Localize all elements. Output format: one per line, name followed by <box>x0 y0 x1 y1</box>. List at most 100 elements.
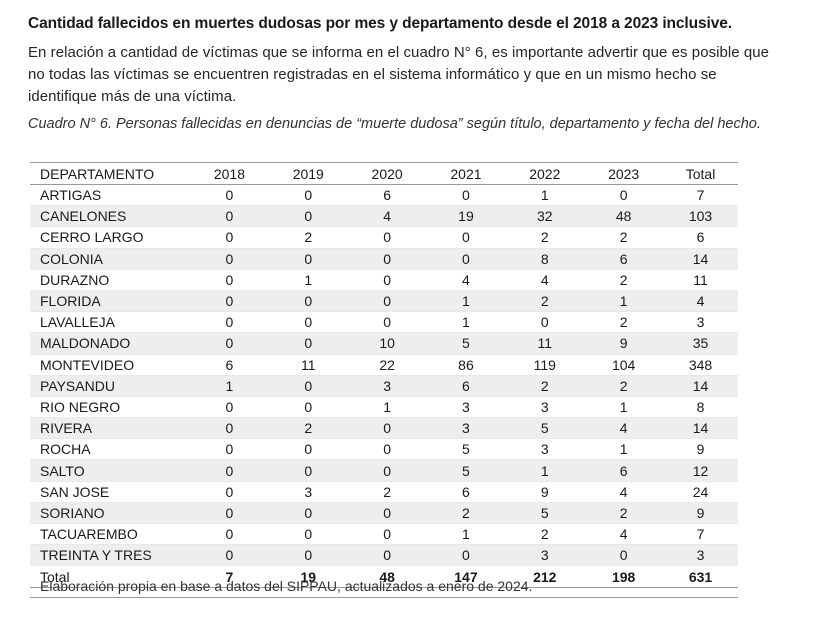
table-cell: 0 <box>190 311 269 334</box>
table-cell: 1 <box>426 311 506 334</box>
table-cell: 3 <box>347 375 427 397</box>
table-row: FLORIDA 0 0 0 1 2 1 4 <box>30 290 738 313</box>
table-cell: 3 <box>663 544 738 567</box>
table-cell: 5 <box>505 502 585 525</box>
table-cell: 1 <box>584 438 664 461</box>
table-row: SORIANO 0 0 0 2 5 2 9 <box>30 502 738 525</box>
table-row: CERRO LARGO 0 2 0 0 2 2 6 <box>30 226 738 249</box>
table-cell: 0 <box>190 481 269 503</box>
table-cell: 4 <box>584 523 664 546</box>
header-departamento: DEPARTAMENTO <box>30 162 190 185</box>
table-cell: 9 <box>663 438 738 461</box>
table-cell: 3 <box>505 438 585 461</box>
table-cell: 2 <box>584 269 664 291</box>
department-name: ARTIGAS <box>30 184 190 207</box>
table-row: SALTO 0 0 0 5 1 6 12 <box>30 459 738 482</box>
header-2018: 2018 <box>190 162 269 185</box>
table-cell: 0 <box>426 248 506 270</box>
table-cell: 0 <box>190 290 269 313</box>
department-name: SALTO <box>30 459 190 482</box>
table-cell: 6 <box>347 184 427 207</box>
header-2019: 2019 <box>268 162 348 185</box>
table-cell: 103 <box>663 205 738 228</box>
table-cell: 0 <box>268 290 348 313</box>
bottom-rule <box>30 597 738 598</box>
table-cell: 4 <box>347 205 427 228</box>
table-cell: 1 <box>584 290 664 313</box>
table-cell: 0 <box>347 459 427 482</box>
table-row: MALDONADO 0 0 10 5 11 9 35 <box>30 332 738 355</box>
table-cell: 4 <box>426 269 506 291</box>
table-cell: 1 <box>268 269 348 291</box>
department-name: ROCHA <box>30 438 190 461</box>
header-total: Total <box>663 162 738 185</box>
header-2021: 2021 <box>426 162 506 185</box>
table-cell: 24 <box>663 481 738 503</box>
table-cell: 0 <box>268 523 348 546</box>
header-2022: 2022 <box>505 162 585 185</box>
table-cell: 348 <box>663 354 738 376</box>
table-cell: 2 <box>426 502 506 525</box>
table-cell: 0 <box>190 248 269 270</box>
table-row: MONTEVIDEO 6 11 22 86 119 104 348 <box>30 354 738 376</box>
table-cell: 3 <box>663 311 738 334</box>
table-cell: 4 <box>663 290 738 313</box>
table-cell: 0 <box>268 248 348 270</box>
table-cell: 14 <box>663 375 738 397</box>
table-header-row: DEPARTAMENTO 2018 2019 2020 2021 2022 20… <box>30 162 738 185</box>
table-cell: 8 <box>663 396 738 419</box>
table-cell: 0 <box>347 226 427 249</box>
table-cell: 2 <box>584 311 664 334</box>
section-heading: Cantidad fallecidos en muertes dudosas p… <box>28 15 732 32</box>
table-cell: 19 <box>426 205 506 228</box>
table-row: COLONIA 0 0 0 0 8 6 14 <box>30 248 738 270</box>
table-cell: 7 <box>663 523 738 546</box>
table-cell: 11 <box>663 269 738 291</box>
table-cell: 9 <box>584 332 664 355</box>
table-cell: 3 <box>505 544 585 567</box>
table-cell: 0 <box>347 438 427 461</box>
table-cell: 2 <box>505 290 585 313</box>
department-name: COLONIA <box>30 248 190 270</box>
department-name: MALDONADO <box>30 332 190 355</box>
source-note: Elaboración propia en base a datos del S… <box>40 578 533 594</box>
table-cell: 4 <box>584 481 664 503</box>
table-cell: 2 <box>268 226 348 249</box>
table-cell: 0 <box>347 544 427 567</box>
table-row: PAYSANDU 1 0 3 6 2 2 14 <box>30 375 738 397</box>
table-cell: 48 <box>584 205 664 228</box>
table-cell: 6 <box>426 375 506 397</box>
department-name: CANELONES <box>30 205 190 228</box>
table-cell: 0 <box>190 269 269 291</box>
table-body: ARTIGAS 0 0 6 0 1 0 7 CANELONES 0 0 4 19 32 48 103 CERRO… <box>30 184 738 567</box>
table-cell: 0 <box>505 311 585 334</box>
table-cell: 1 <box>347 396 427 419</box>
total-2021: 147 <box>426 565 506 589</box>
table-cell: 14 <box>663 417 738 440</box>
table-cell: 10 <box>347 332 427 355</box>
table-row: LAVALLEJA 0 0 0 1 0 2 3 <box>30 311 738 334</box>
table-cell: 0 <box>347 523 427 546</box>
deaths-table: DEPARTAMENTO 2018 2019 2020 2021 2022 20… <box>30 162 738 589</box>
table-row: ARTIGAS 0 0 6 0 1 0 7 <box>30 184 738 207</box>
table-cell: 5 <box>426 332 506 355</box>
table-cell: 0 <box>268 332 348 355</box>
table-cell: 0 <box>268 184 348 207</box>
department-name: SORIANO <box>30 502 190 525</box>
table-cell: 32 <box>505 205 585 228</box>
table-row: CANELONES 0 0 4 19 32 48 103 <box>30 205 738 228</box>
table-cell: 0 <box>190 459 269 482</box>
table-cell: 2 <box>584 226 664 249</box>
header-2023: 2023 <box>584 162 664 185</box>
total-2022: 212 <box>505 565 585 589</box>
header-2020: 2020 <box>347 162 427 185</box>
table-cell: 0 <box>426 544 506 567</box>
table-cell: 2 <box>505 226 585 249</box>
table-cell: 0 <box>190 396 269 419</box>
table-cell: 3 <box>426 417 506 440</box>
table-cell: 6 <box>584 459 664 482</box>
table-cell: 14 <box>663 248 738 270</box>
table-cell: 0 <box>190 544 269 567</box>
table-cell: 3 <box>426 396 506 419</box>
table-cell: 0 <box>347 417 427 440</box>
